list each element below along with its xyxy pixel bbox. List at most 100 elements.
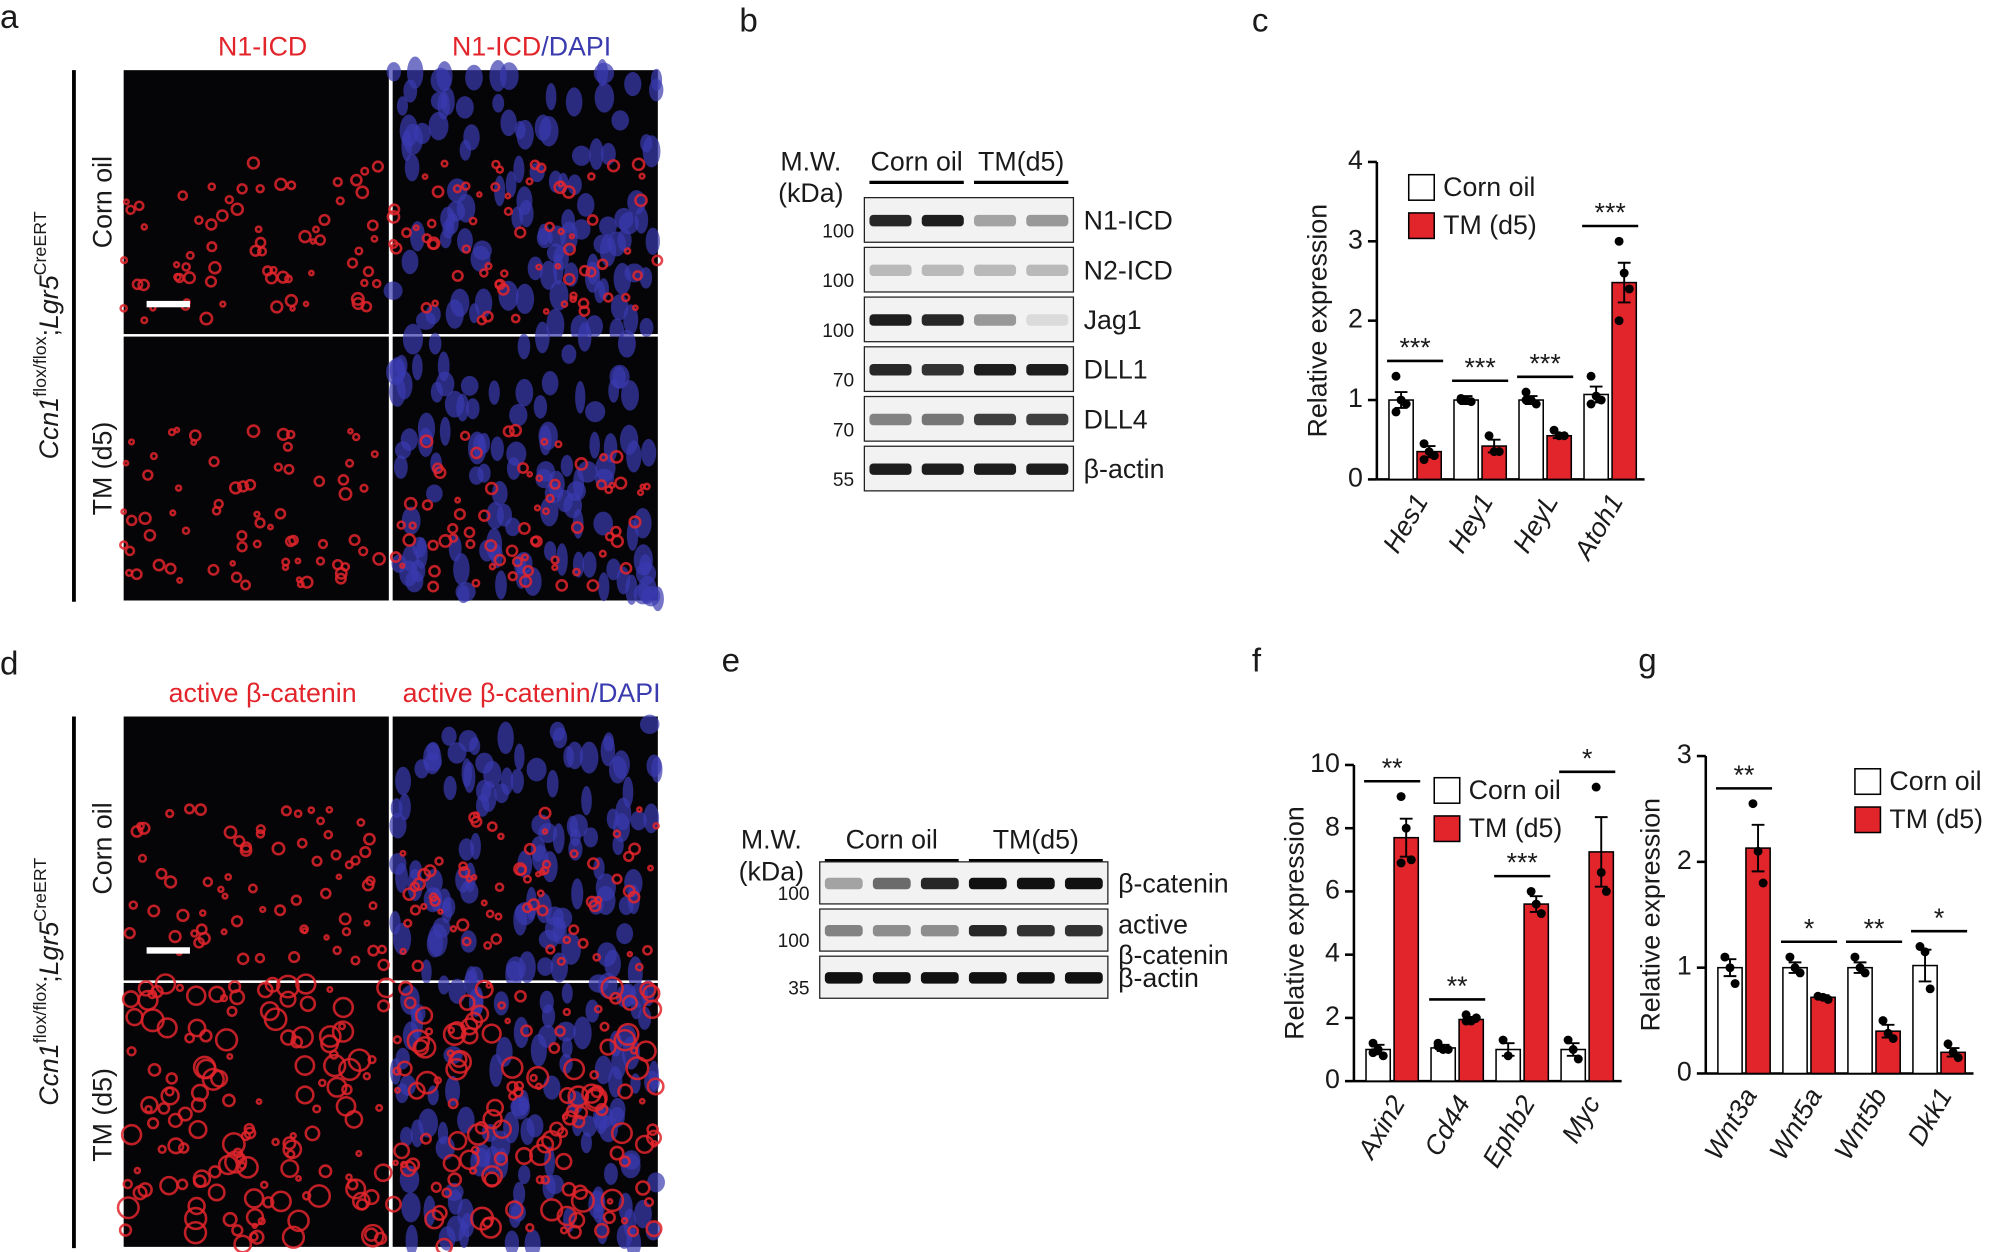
stain bbox=[356, 818, 366, 827]
nucleus bbox=[648, 1060, 660, 1091]
nucleus bbox=[383, 281, 403, 300]
stain bbox=[650, 1139, 659, 1148]
stain bbox=[470, 1145, 480, 1155]
data-point bbox=[1878, 1016, 1888, 1026]
band bbox=[869, 214, 912, 227]
band bbox=[974, 214, 1017, 227]
stain bbox=[504, 1017, 511, 1025]
stain bbox=[204, 275, 218, 288]
stain bbox=[144, 1104, 153, 1114]
stain bbox=[157, 1144, 167, 1154]
stain bbox=[561, 1113, 569, 1120]
nucleus bbox=[402, 323, 424, 355]
stain bbox=[335, 1095, 357, 1117]
stain bbox=[273, 462, 284, 472]
nucleus bbox=[441, 726, 457, 746]
bar bbox=[1453, 399, 1479, 481]
y-axis-label: Relative expression bbox=[1303, 204, 1333, 438]
stain bbox=[350, 855, 361, 866]
stain bbox=[571, 1114, 586, 1129]
stain bbox=[562, 935, 572, 945]
stain bbox=[540, 1198, 564, 1222]
nucleus bbox=[526, 757, 547, 782]
nucleus bbox=[430, 381, 444, 403]
stain bbox=[632, 270, 643, 281]
stain bbox=[483, 1171, 500, 1188]
stain bbox=[623, 850, 635, 863]
stain bbox=[355, 185, 370, 200]
data-point bbox=[1920, 947, 1930, 957]
nucleus bbox=[618, 212, 639, 235]
stain bbox=[426, 218, 437, 229]
band bbox=[921, 264, 964, 277]
stain bbox=[181, 262, 191, 272]
title-part: N1-ICD bbox=[452, 32, 541, 62]
data-point bbox=[1521, 387, 1531, 397]
stain bbox=[555, 579, 569, 592]
stain bbox=[201, 1067, 225, 1091]
stain bbox=[124, 545, 136, 557]
band bbox=[1016, 877, 1055, 890]
stain bbox=[514, 989, 527, 1003]
stain bbox=[257, 981, 274, 999]
stain bbox=[486, 821, 498, 832]
data-point bbox=[1591, 782, 1601, 792]
stain bbox=[307, 1184, 332, 1208]
stain bbox=[318, 1025, 342, 1048]
nucleus bbox=[505, 517, 521, 537]
stain bbox=[593, 1004, 603, 1014]
band-label: β-catenin bbox=[1118, 940, 1229, 970]
nucleus bbox=[612, 366, 626, 389]
stain bbox=[174, 484, 183, 492]
stain bbox=[628, 842, 642, 856]
nucleus bbox=[585, 999, 600, 1023]
stain bbox=[335, 196, 345, 206]
stain bbox=[207, 1183, 226, 1202]
stain bbox=[226, 1052, 234, 1061]
stain bbox=[130, 568, 143, 581]
stain bbox=[614, 476, 628, 490]
nucleus bbox=[510, 768, 524, 794]
mw-header: M.W. bbox=[741, 825, 802, 855]
stain bbox=[222, 1093, 236, 1108]
scale-bar bbox=[146, 947, 190, 954]
nucleus bbox=[524, 1229, 541, 1252]
stain bbox=[468, 216, 478, 226]
stain bbox=[183, 803, 195, 815]
stain bbox=[616, 1022, 640, 1046]
stain bbox=[190, 1097, 207, 1113]
stain bbox=[274, 904, 287, 917]
band bbox=[869, 413, 912, 426]
band bbox=[921, 214, 964, 227]
band bbox=[872, 972, 911, 984]
data-point bbox=[1536, 909, 1546, 919]
nucleus bbox=[642, 135, 661, 168]
stain bbox=[609, 1145, 625, 1161]
nucleus bbox=[621, 380, 639, 411]
stain bbox=[461, 936, 472, 947]
stain bbox=[411, 959, 424, 973]
data-point bbox=[1368, 1038, 1378, 1048]
group-label: Corn oil bbox=[846, 825, 938, 855]
stain bbox=[408, 521, 417, 530]
stain bbox=[431, 299, 439, 308]
nucleus bbox=[594, 280, 606, 304]
nucleus bbox=[389, 376, 406, 407]
stain bbox=[544, 221, 555, 233]
nucleus bbox=[511, 1095, 530, 1120]
stain bbox=[263, 1007, 288, 1032]
stain bbox=[567, 1085, 590, 1108]
stain bbox=[187, 1196, 206, 1216]
nucleus bbox=[616, 566, 631, 595]
nucleus bbox=[473, 434, 485, 459]
stain bbox=[525, 177, 534, 186]
y-tick-label: 4 bbox=[1325, 938, 1340, 968]
stain bbox=[523, 874, 532, 884]
stain bbox=[236, 1156, 259, 1179]
nucleus bbox=[464, 970, 478, 996]
stain bbox=[562, 272, 576, 286]
y-axis-label: Relative expression bbox=[1635, 798, 1665, 1032]
mw-label: 55 bbox=[833, 470, 854, 491]
nucleus bbox=[596, 59, 609, 87]
data-point bbox=[1531, 899, 1541, 909]
